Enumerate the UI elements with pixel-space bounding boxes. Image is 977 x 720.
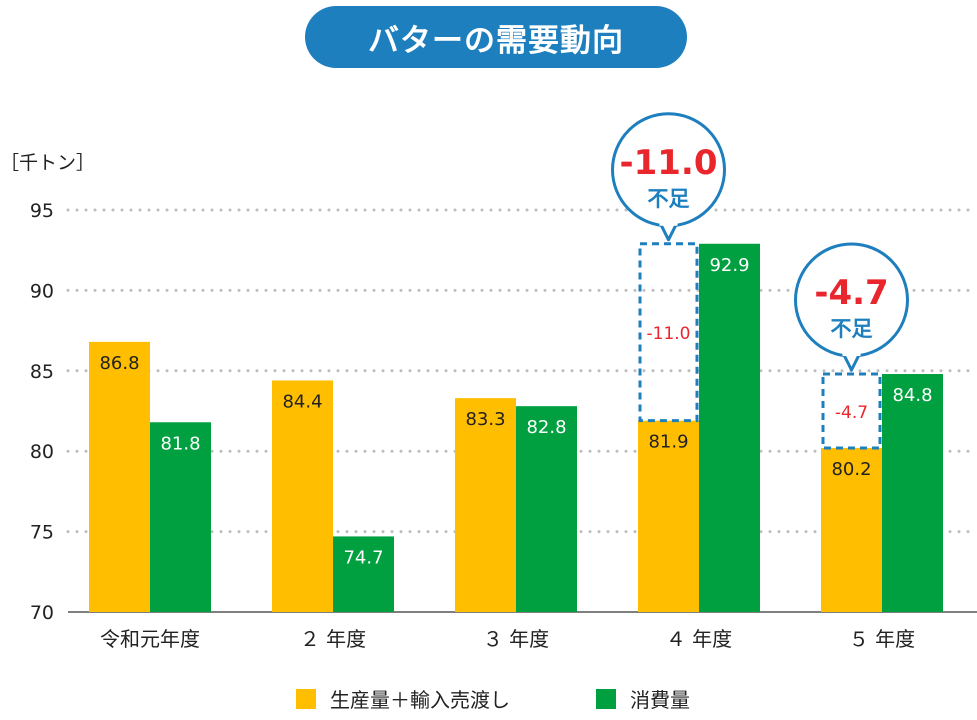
supply-bar (821, 447, 882, 612)
callout-text: 不足 (648, 187, 690, 211)
x-tick-label: ２ 年度 (300, 627, 366, 651)
y-tick-label: 85 (30, 361, 54, 383)
legend-label-demand: 消費量 (630, 688, 690, 712)
supply-bar (89, 341, 150, 612)
demand-bar (150, 422, 211, 612)
bar-chart: 70 75 80 85 90 95 令和元年度 ２ 年度 ３ 年度 ４ 年度 ５ 年度 86.8 84.… (30, 112, 977, 651)
y-tick-label: 90 (30, 280, 54, 302)
callout-pointer (659, 223, 678, 242)
y-tick-label: 80 (30, 441, 54, 463)
supply-value-label: 83.3 (465, 409, 505, 430)
supply-bar (272, 380, 333, 612)
demand-value-label: 82.8 (526, 417, 566, 438)
shortfall-box (638, 242, 699, 423)
demand-value-label: 84.8 (892, 385, 932, 406)
legend-item-demand: 消費量 (596, 684, 690, 713)
x-tick-label: 令和元年度 (100, 627, 200, 651)
supply-bar (455, 398, 516, 612)
legend: 生産量＋輸入売渡し 消費量 (0, 684, 977, 712)
supply-value-label: 80.2 (831, 459, 871, 480)
x-tick-label: ３ 年度 (483, 627, 549, 651)
callout-text: 不足 (831, 317, 873, 341)
legend-label-supply: 生産量＋輸入売渡し (330, 688, 510, 712)
shortfall-value-label: -11.0 (647, 324, 691, 344)
legend-item-supply: 生産量＋輸入売渡し (296, 684, 510, 713)
y-axis-unit-label: ［千トン］ (0, 152, 96, 174)
legend-swatch-demand (596, 688, 616, 709)
callout-pointer (842, 353, 861, 372)
y-tick-label: 95 (30, 200, 54, 222)
demand-value-label: 74.7 (343, 547, 383, 568)
demand-bar (516, 406, 577, 612)
chart-title: バターの需要動向 (305, 6, 687, 68)
callout-pointer-mask (842, 350, 861, 357)
x-tick-label: ５ 年度 (849, 627, 915, 651)
demand-bar (333, 536, 394, 612)
legend-swatch-supply (296, 688, 316, 709)
y-tick-label: 75 (30, 522, 54, 544)
supply-bar (638, 420, 699, 612)
y-tick-label: 70 (30, 602, 54, 624)
supply-value-label: 81.9 (648, 432, 688, 453)
supply-value-label: 86.8 (99, 353, 139, 374)
shortfall-box (821, 372, 882, 450)
callout-pointer-mask (659, 219, 678, 226)
x-tick-label: ４ 年度 (666, 627, 732, 651)
callout-value: -11.0 (620, 143, 718, 183)
demand-bar (699, 243, 760, 612)
callout-value: -4.7 (814, 273, 888, 313)
demand-value-label: 81.8 (160, 433, 200, 454)
demand-bar (882, 374, 943, 612)
supply-value-label: 84.4 (282, 391, 322, 412)
shortfall-value-label: -4.7 (835, 403, 868, 423)
demand-value-label: 92.9 (709, 255, 749, 276)
